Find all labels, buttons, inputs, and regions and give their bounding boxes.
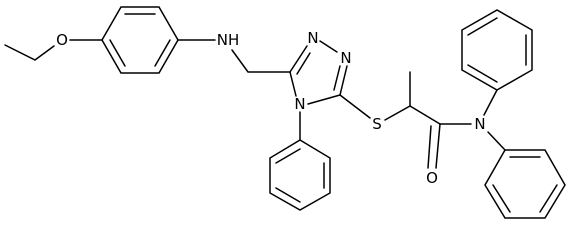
double-bond <box>296 52 311 75</box>
atom-label: N <box>474 115 485 133</box>
atom-label: N <box>294 95 305 113</box>
atom-label: O <box>56 31 68 49</box>
ring-bond <box>289 45 308 73</box>
atom-label: N <box>307 29 318 47</box>
methylene-bond <box>231 49 291 73</box>
carbonyl-bond <box>435 123 441 169</box>
double-bond <box>467 17 498 36</box>
atom-label: S <box>372 115 382 133</box>
ring-bond <box>319 40 338 53</box>
ring-bond <box>289 71 297 97</box>
atom-label: NH <box>217 31 240 49</box>
atom-label: N <box>340 49 351 67</box>
double-bond <box>333 65 341 91</box>
atom-labels: O NH N N N S N O <box>56 29 486 187</box>
double-bond <box>154 39 171 67</box>
double-bond <box>492 184 511 213</box>
aryl-bond <box>483 89 498 116</box>
double-bond <box>539 184 558 213</box>
benzene-ring <box>269 139 331 211</box>
thioether-bond <box>339 94 371 119</box>
double-bond <box>427 125 432 169</box>
ring-bond <box>339 65 348 96</box>
atom-label: O <box>426 169 438 187</box>
ring-bond <box>307 94 341 105</box>
aryl-bond <box>487 131 506 151</box>
structure-diagram: O NH N N N S N O <box>4 6 566 219</box>
ethyl-bond <box>4 44 55 61</box>
double-bond <box>467 64 498 83</box>
benzene-ring <box>484 149 566 219</box>
chain-bond <box>384 105 441 125</box>
double-bond <box>275 187 301 203</box>
bonds <box>4 6 566 219</box>
benzene-ring <box>461 9 533 91</box>
benzene-ring <box>101 6 179 74</box>
double-bond <box>109 39 126 67</box>
double-bond <box>275 148 301 164</box>
